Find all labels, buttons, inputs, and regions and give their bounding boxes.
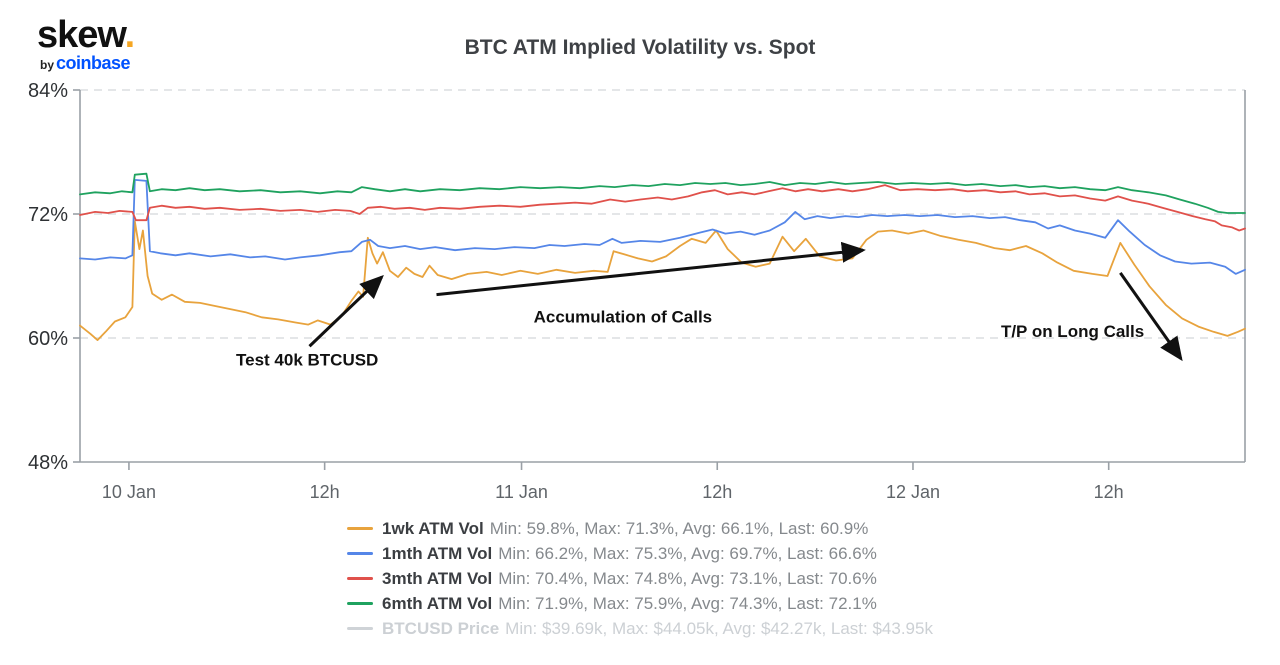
skew-logo: skew. by coinbase <box>37 14 136 73</box>
annotation-arrow-0 <box>308 274 384 348</box>
legend-series-name: 3mth ATM Vol <box>382 568 493 588</box>
legend-swatch-icon <box>347 577 374 580</box>
legend-swatch-icon <box>347 627 374 630</box>
legend-swatch-icon <box>347 527 374 530</box>
series-line-3mth-atm-vol <box>79 184 1246 232</box>
legend-swatch-icon <box>347 602 374 605</box>
annotation-arrow-1 <box>436 241 866 297</box>
legend-row-btcusd-price[interactable]: BTCUSD Price Min: $39.69k, Max: $44.05k, … <box>347 616 933 641</box>
coinbase-byline: by coinbase <box>40 54 134 73</box>
annotation-arrow-2 <box>1119 272 1183 362</box>
x-tick-label-3: 12h <box>702 482 732 502</box>
volatility-chart: 84% 72% 60% 48% 10 Jan 12h 11 Jan 12h 12 Jan 12h T… <box>28 80 1246 502</box>
y-tick-label-72: 72% <box>28 204 68 226</box>
chart-title: BTC ATM Implied Volatility vs. Spot <box>464 36 816 59</box>
legend-series-name: 1mth ATM Vol <box>382 543 493 563</box>
legend-series-name: BTCUSD Price <box>382 618 500 638</box>
x-tick-label-5: 12h <box>1094 482 1124 502</box>
series-line-1mth-atm-vol <box>79 178 1246 275</box>
chart-legend: 1wk ATM Vol Min: 59.8%, Max: 71.3%, Avg: … <box>347 516 933 641</box>
legend-series-name: 1wk ATM Vol <box>382 518 484 538</box>
legend-series-name: 6mth ATM Vol <box>382 593 493 613</box>
x-tick-label-2: 11 Jan <box>495 482 548 502</box>
skew-logo-text: skew <box>37 14 126 56</box>
y-tick-label-60: 60% <box>28 328 68 350</box>
legend-row-6mth-atm-vol[interactable]: 6mth ATM Vol Min: 71.9%, Max: 75.9%, Avg:… <box>347 591 933 616</box>
legend-series-stats: Min: $39.69k, Max: $44.05k, Avg: $42.27k… <box>505 618 933 638</box>
series-line-6mth-atm-vol <box>79 172 1246 214</box>
series-line-1wk-atm-vol <box>79 220 1246 342</box>
x-tick-label-4: 12 Jan <box>886 482 940 502</box>
byline-by-text: by <box>40 58 55 72</box>
x-tick-label-0: 10 Jan <box>102 482 156 502</box>
legend-row-3mth-atm-vol[interactable]: 3mth ATM Vol Min: 70.4%, Max: 74.8%, Avg:… <box>347 566 933 591</box>
legend-series-stats: Min: 59.8%, Max: 71.3%, Avg: 66.1%, Last… <box>489 518 869 538</box>
y-tick-label-84: 84% <box>28 80 68 102</box>
annotation-label-0: Test 40k BTCUSD <box>236 351 378 370</box>
legend-row-1wk-atm-vol[interactable]: 1wk ATM Vol Min: 59.8%, Max: 71.3%, Avg: … <box>347 516 933 541</box>
legend-swatch-icon <box>347 552 374 555</box>
annotation-label-1: Accumulation of Calls <box>534 307 713 326</box>
y-tick-label-48: 48% <box>28 452 68 474</box>
legend-series-stats: Min: 71.9%, Max: 75.9%, Avg: 74.3%, Last… <box>498 593 877 613</box>
legend-series-stats: Min: 70.4%, Max: 74.8%, Avg: 73.1%, Last… <box>498 568 877 588</box>
annotation-label-2: T/P on Long Calls <box>1001 322 1144 341</box>
legend-series-stats: Min: 66.2%, Max: 75.3%, Avg: 69.7%, Last… <box>498 543 877 563</box>
skew-logo-dot: . <box>124 14 136 56</box>
coinbase-logo-text: coinbase <box>56 53 131 73</box>
x-tick-label-1: 12h <box>310 482 340 502</box>
skew-logo-wordmark: skew. <box>37 14 136 56</box>
legend-row-1mth-atm-vol[interactable]: 1mth ATM Vol Min: 66.2%, Max: 75.3%, Avg:… <box>347 541 933 566</box>
